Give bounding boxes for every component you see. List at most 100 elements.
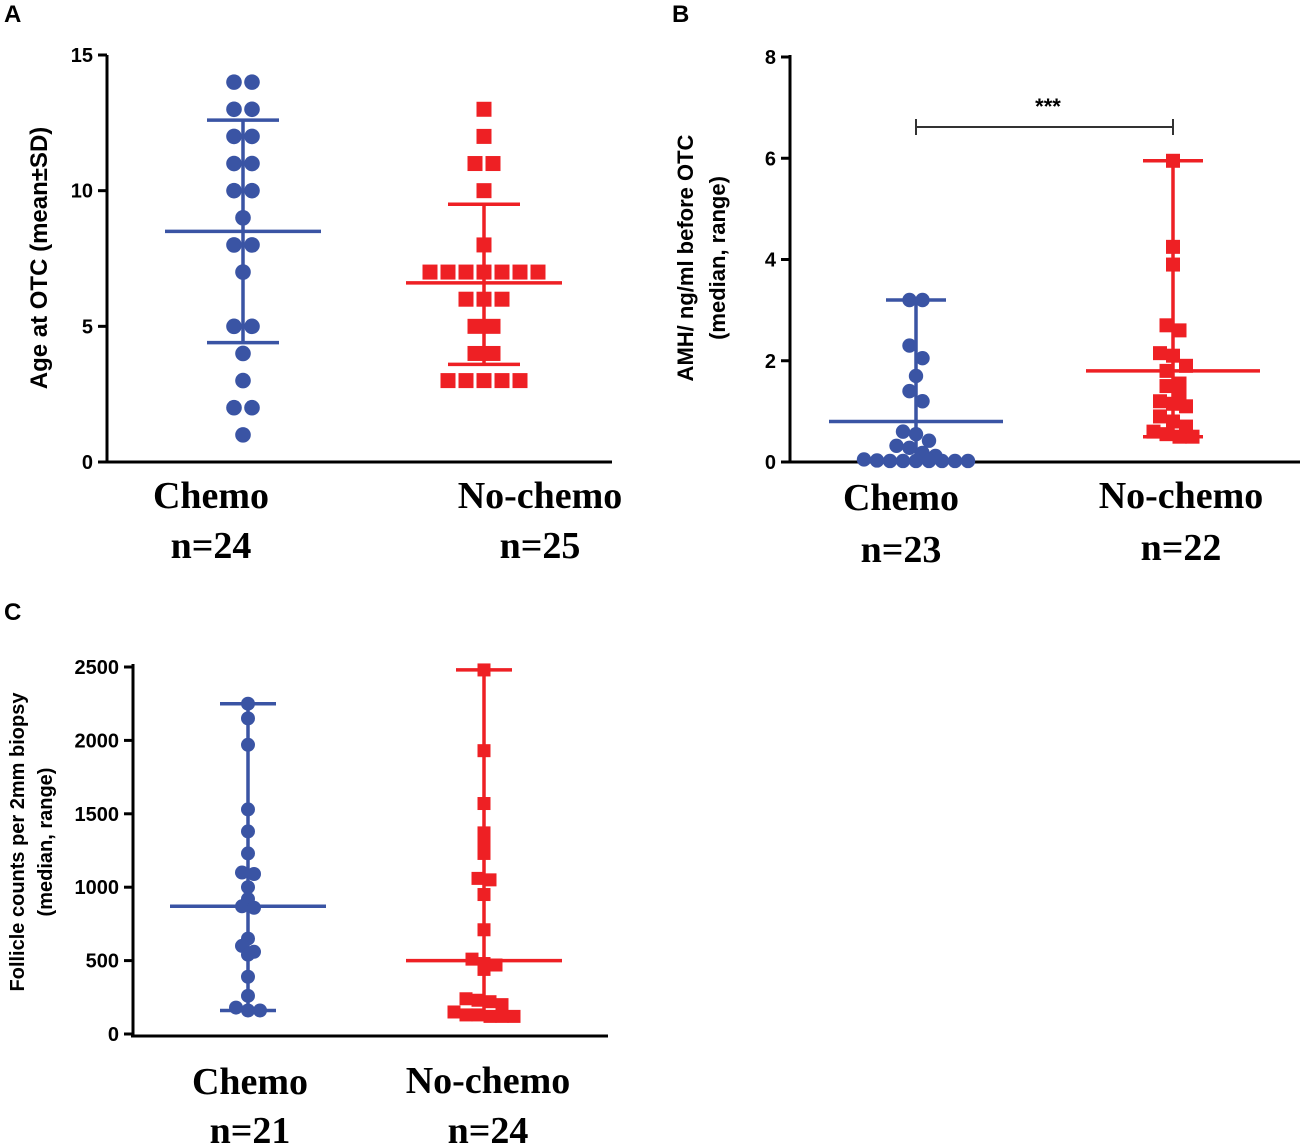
n-label-chemo-a: n=24	[171, 525, 252, 567]
point-a-chemo-17	[235, 372, 251, 389]
y-tick-label-b-2: 2	[765, 351, 776, 373]
y-tick-label-b-8: 8	[765, 47, 776, 69]
point-a-no-chemo-4	[476, 183, 492, 199]
n-label-no-chemo-c: n=24	[448, 1110, 529, 1146]
y-tick-label-c-0: 0	[108, 1024, 119, 1046]
point-a-chemo-8	[226, 182, 242, 199]
point-a-no-chemo-2	[467, 156, 483, 172]
significance-label: ***	[1035, 94, 1061, 119]
marks-b	[829, 153, 1260, 469]
point-a-chemo-18	[226, 399, 242, 416]
y-tick-label-b-6: 6	[765, 148, 776, 170]
point-b-no-chemo-16	[1166, 414, 1180, 429]
point-c-no-chemo-0	[477, 663, 491, 677]
y-axis-title-c-line2: (median, range)	[35, 768, 57, 917]
point-c-no-chemo-16	[483, 995, 497, 1009]
point-a-no-chemo-18	[467, 345, 483, 361]
point-b-chemo-17	[895, 453, 911, 469]
point-c-no-chemo-7	[483, 873, 497, 887]
y-axis-title-b-line2: (median, range)	[705, 176, 730, 340]
point-a-no-chemo-24	[512, 373, 528, 389]
point-c-chemo-15	[241, 947, 255, 962]
point-b-no-chemo-2	[1166, 257, 1180, 272]
category-label-chemo-b: Chemo	[843, 477, 959, 519]
marks-a	[165, 74, 562, 443]
y-ticks-a: 0 5 10 15	[71, 45, 107, 474]
panel-letter-b: B	[672, 1, 689, 28]
point-b-chemo-0	[902, 292, 917, 308]
point-a-no-chemo-23	[494, 373, 510, 389]
point-a-no-chemo-5	[476, 237, 492, 253]
category-label-no-chemo-a: No-chemo	[458, 475, 623, 517]
point-a-no-chemo-12	[530, 264, 546, 280]
point-a-chemo-12	[244, 237, 260, 253]
point-b-chemo-7	[895, 424, 911, 439]
point-b-chemo-4	[908, 368, 924, 384]
point-b-chemo-1	[915, 292, 930, 308]
significance-bracket: ***	[915, 94, 1174, 135]
point-a-no-chemo-20	[440, 373, 456, 389]
point-b-chemo-15	[869, 453, 885, 468]
y-tick-label-c-500: 500	[86, 951, 119, 973]
point-c-no-chemo-12	[489, 958, 503, 972]
point-c-no-chemo-1	[477, 744, 491, 758]
point-b-no-chemo-14	[1179, 399, 1193, 414]
panel-letter-a: A	[4, 1, 21, 28]
point-b-no-chemo-18	[1146, 424, 1161, 439]
point-c-chemo-4	[241, 824, 255, 839]
point-c-no-chemo-19	[459, 1008, 473, 1022]
point-a-chemo-1	[244, 74, 260, 90]
y-tick-label-b-0: 0	[765, 452, 776, 474]
panel-letter-c: C	[4, 599, 21, 626]
point-a-no-chemo-13	[458, 291, 474, 307]
n-label-no-chemo-b: n=22	[1141, 527, 1222, 569]
point-c-no-chemo-8	[477, 888, 491, 902]
point-c-no-chemo-15	[471, 993, 485, 1007]
point-a-no-chemo-19	[485, 345, 501, 361]
point-a-chemo-9	[244, 182, 260, 199]
point-a-no-chemo-3	[485, 156, 501, 172]
point-a-no-chemo-21	[458, 373, 474, 389]
point-a-no-chemo-1	[476, 128, 492, 144]
point-c-chemo-1	[241, 711, 255, 726]
point-a-no-chemo-9	[476, 264, 492, 280]
point-c-no-chemo-18	[447, 1005, 461, 1019]
point-b-no-chemo-13	[1166, 396, 1180, 411]
y-tick-label-c-1000: 1000	[75, 877, 120, 899]
point-c-no-chemo-6	[471, 871, 485, 885]
point-a-no-chemo-11	[512, 264, 528, 280]
point-a-no-chemo-17	[485, 318, 501, 334]
point-c-chemo-20	[253, 1003, 267, 1018]
n-label-chemo-b: n=23	[861, 529, 942, 571]
point-a-chemo-20	[235, 427, 251, 443]
marks-c	[170, 663, 562, 1023]
point-a-no-chemo-0	[476, 101, 492, 117]
point-b-chemo-2	[902, 338, 917, 353]
point-c-chemo-17	[241, 988, 255, 1003]
point-c-no-chemo-14	[459, 992, 473, 1006]
point-a-chemo-4	[226, 128, 242, 145]
point-b-no-chemo-19	[1159, 427, 1174, 442]
point-a-chemo-3	[244, 101, 260, 118]
point-a-no-chemo-14	[476, 291, 492, 307]
point-c-no-chemo-20	[471, 1008, 485, 1022]
category-label-chemo-a: Chemo	[153, 475, 269, 517]
point-b-chemo-19	[921, 453, 937, 469]
y-tick-label-c-2000: 2000	[75, 730, 120, 752]
point-c-no-chemo-13	[477, 962, 491, 976]
point-b-chemo-21	[947, 453, 963, 469]
y-tick-label-a-15: 15	[71, 45, 93, 67]
y-tick-label-a-10: 10	[71, 181, 93, 203]
point-c-no-chemo-2	[477, 797, 491, 811]
point-b-chemo-5	[902, 383, 917, 399]
point-c-no-chemo-9	[477, 923, 491, 937]
y-axis-title-b-line1: AMH/ ng/ml before OTC	[673, 134, 698, 381]
point-b-no-chemo-12	[1153, 394, 1167, 409]
point-b-chemo-3	[915, 351, 930, 366]
point-b-no-chemo-0	[1166, 153, 1180, 168]
point-a-no-chemo-15	[494, 291, 510, 307]
point-c-chemo-3	[241, 802, 255, 817]
point-b-no-chemo-5	[1153, 346, 1167, 361]
point-a-no-chemo-7	[440, 264, 456, 280]
point-b-chemo-6	[915, 394, 930, 409]
